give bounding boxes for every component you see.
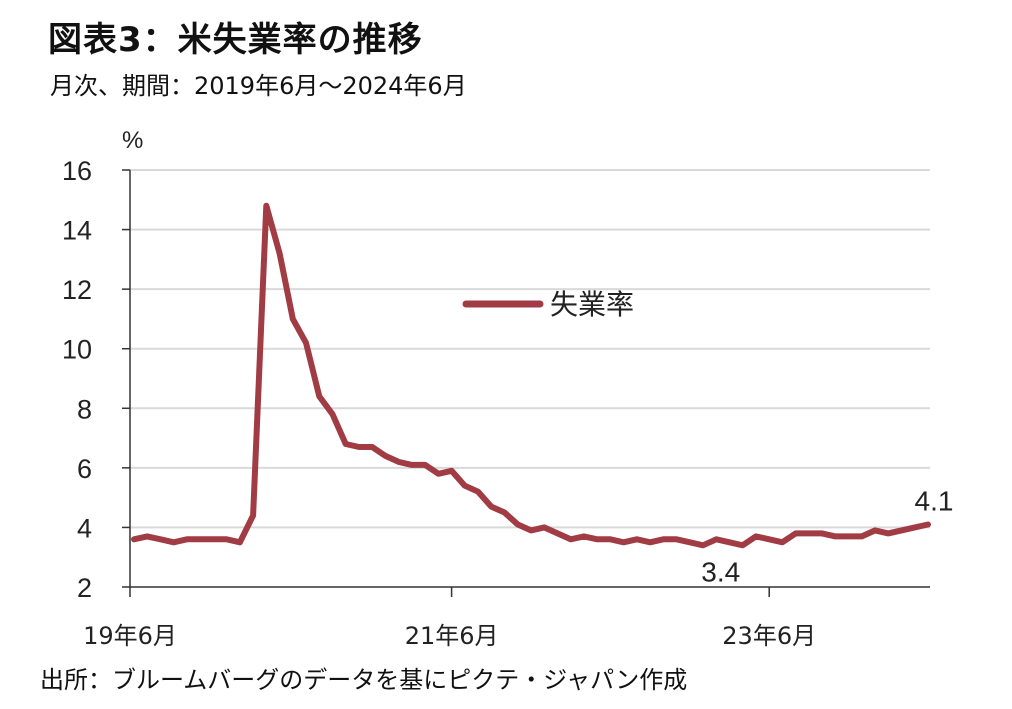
y-tick-label: 8 <box>77 394 92 424</box>
series-line-unemployment <box>131 202 931 549</box>
x-tick-label: 21年6月 <box>405 622 499 650</box>
y-tick-label: 12 <box>62 275 92 305</box>
data-label: 3.4 <box>701 556 740 587</box>
gridlines <box>130 169 930 529</box>
y-tick-label: 10 <box>62 335 92 365</box>
chart-subtitle: 月次、期間：2019年6月～2024年6月 <box>50 72 467 100</box>
x-tick-label: 23年6月 <box>722 622 816 650</box>
y-tick-label: 4 <box>77 513 92 543</box>
y-axis-ticks: 2 4 6 8 10 12 14 16 <box>62 156 130 603</box>
y-tick-label: 6 <box>77 454 92 484</box>
y-tick-label: 2 <box>77 573 92 603</box>
source-note: 出所：ブルームバーグのデータを基にピクテ・ジャパン作成 <box>40 666 688 694</box>
y-tick-label: 14 <box>62 216 92 246</box>
data-labels: 3.4 4.1 <box>701 485 953 587</box>
chart-title: 図表3：米失業率の推移 <box>48 20 423 60</box>
legend: 失業率 <box>462 288 634 321</box>
x-tick-label: 19年6月 <box>83 622 177 650</box>
legend-label: 失業率 <box>550 288 634 321</box>
axes <box>129 170 930 588</box>
y-tick-label: 16 <box>62 156 92 186</box>
y-axis-unit: % <box>122 127 143 154</box>
series-layer <box>131 202 931 549</box>
x-axis-ticks: 19年6月 21年6月 23年6月 <box>83 587 816 650</box>
data-label: 4.1 <box>915 485 954 516</box>
